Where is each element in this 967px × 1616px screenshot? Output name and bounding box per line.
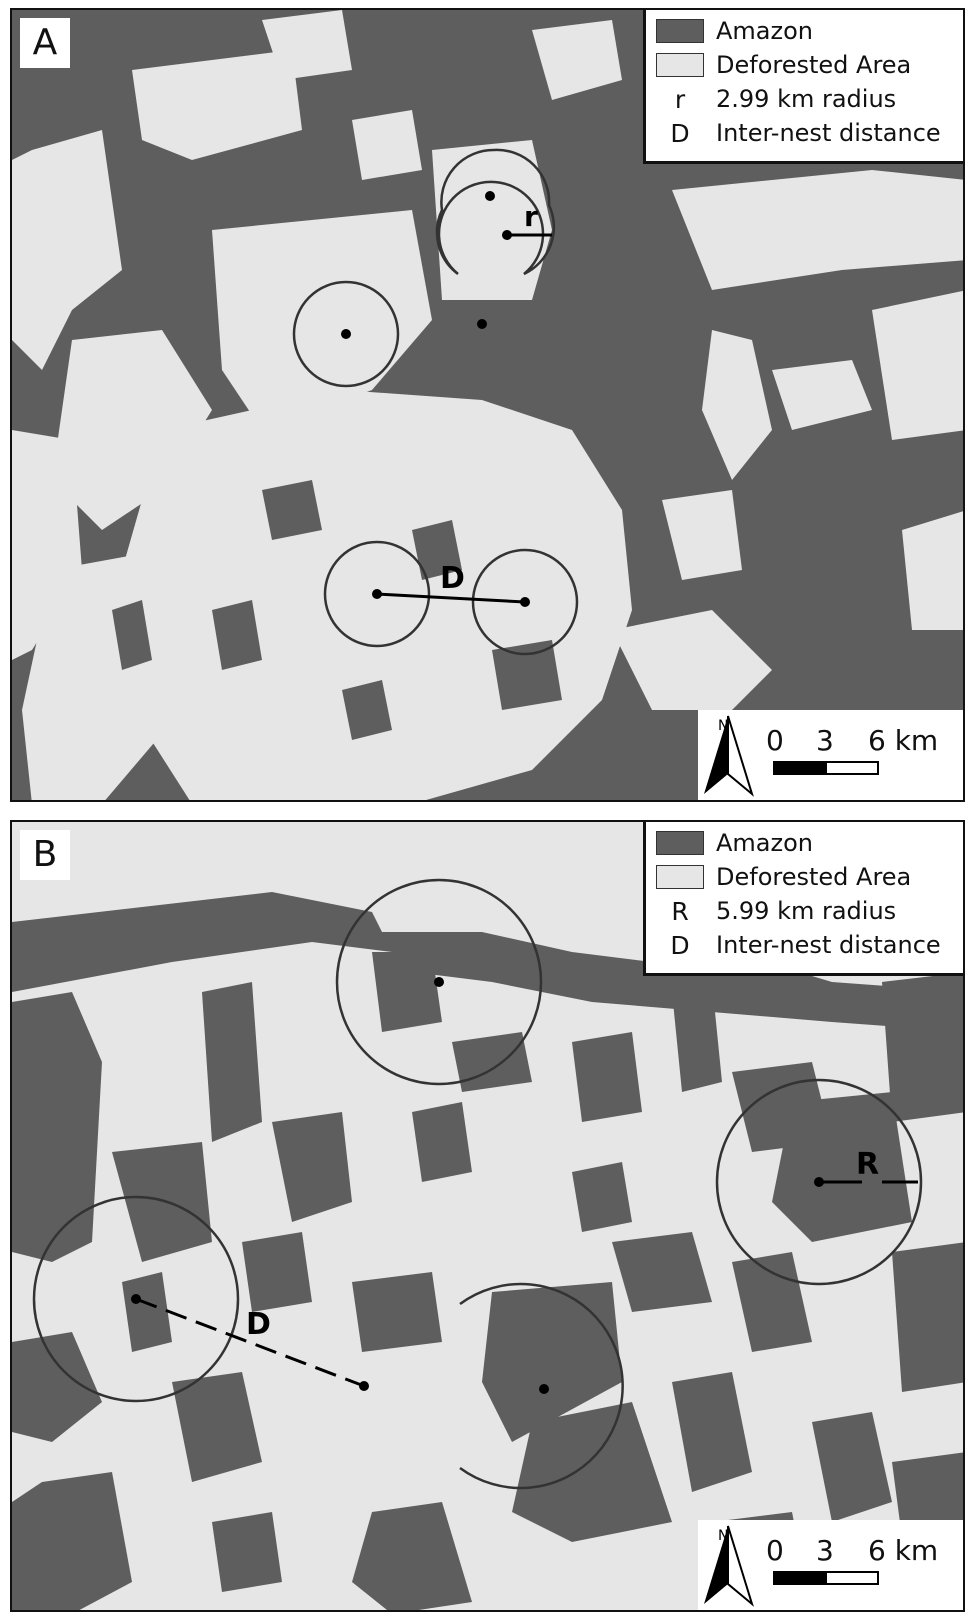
legend-label: Deforested Area (716, 863, 912, 891)
legend-label: Deforested Area (716, 51, 912, 79)
distance-label: D (440, 561, 465, 596)
legend-symbol: R (671, 896, 689, 926)
amazon-swatch (656, 831, 704, 855)
buffer-circle (323, 540, 431, 648)
deforested-swatch (656, 865, 704, 889)
nest-buffer-circles (32, 878, 923, 1490)
scale-bar-box: N 0 3 6 km (698, 710, 963, 800)
radius-label: R (856, 1147, 879, 1182)
buffer-circle (715, 1078, 923, 1286)
legend-label: 2.99 km radius (716, 85, 897, 113)
legend-item-distance: D Inter-nest distance (656, 928, 941, 962)
deforested-swatch (656, 53, 704, 77)
nest-point (539, 1384, 549, 1394)
buffer-circle (335, 878, 543, 1086)
scale-tick-0: 0 (766, 724, 784, 757)
legend-symbol: r (674, 84, 686, 114)
legend-item-amazon: Amazon (656, 826, 813, 860)
merged-buffer (435, 148, 556, 276)
scale-tick-6: 6 km (868, 724, 939, 757)
scale-bar-dark (773, 761, 827, 775)
legend-symbol: D (670, 930, 690, 960)
amazon-forest-patches (12, 822, 963, 1610)
north-label: N (718, 1528, 728, 1544)
scale-bar-light (825, 761, 879, 775)
scale-bar-dark (773, 1571, 827, 1585)
nest-point (341, 329, 351, 339)
nest-buffer-circles (292, 148, 579, 656)
scale-tick-6: 6 km (868, 1534, 939, 1567)
legend-item-amazon: Amazon (656, 14, 813, 48)
buffer-circle (32, 1195, 240, 1403)
distance-line (135, 1297, 365, 1388)
scale-bar-box: N 0 3 6 km (698, 1520, 963, 1610)
buffer-circle (292, 280, 400, 388)
legend-symbol: D (670, 118, 690, 148)
scale-bar-light (825, 1571, 879, 1585)
map-panel-a: r D A Amazon Deforested Area r 2.99 km r… (10, 8, 965, 802)
legend-item-deforested: Deforested Area (656, 48, 911, 82)
merged-buffer (459, 1282, 624, 1490)
scale-tick-3: 3 (816, 724, 834, 757)
forest-remnants (112, 200, 562, 740)
buffer-circle (471, 548, 579, 656)
nest-point (485, 191, 495, 201)
legend-label: 5.99 km radius (716, 897, 897, 925)
legend-item-radius: r 2.99 km radius (656, 82, 896, 116)
legend: Amazon Deforested Area r 2.99 km radius … (643, 10, 963, 164)
radius-label: r (524, 200, 538, 233)
legend-label: Inter-nest distance (716, 119, 941, 147)
amazon-swatch (656, 19, 704, 43)
distance-label: D (246, 1307, 271, 1342)
legend-item-radius: R 5.99 km radius (656, 894, 896, 928)
scale-tick-3: 3 (816, 1534, 834, 1567)
legend-label: Amazon (716, 829, 813, 857)
panel-label-b: B (20, 830, 70, 880)
legend-item-distance: D Inter-nest distance (656, 116, 941, 150)
legend-label: Inter-nest distance (716, 931, 941, 959)
legend-label: Amazon (716, 17, 813, 45)
legend: Amazon Deforested Area R 5.99 km radius … (643, 822, 963, 976)
nest-point (477, 319, 487, 329)
legend-item-deforested: Deforested Area (656, 860, 911, 894)
panel-label-a: A (20, 18, 70, 68)
map-b-canvas: R D (12, 822, 963, 1610)
nest-point (434, 977, 444, 987)
map-panel-b: R D B Amazon Deforested Area R 5.99 km r… (10, 820, 965, 1612)
north-label: N (718, 718, 728, 734)
scale-tick-0: 0 (766, 1534, 784, 1567)
distance-line (376, 592, 526, 604)
